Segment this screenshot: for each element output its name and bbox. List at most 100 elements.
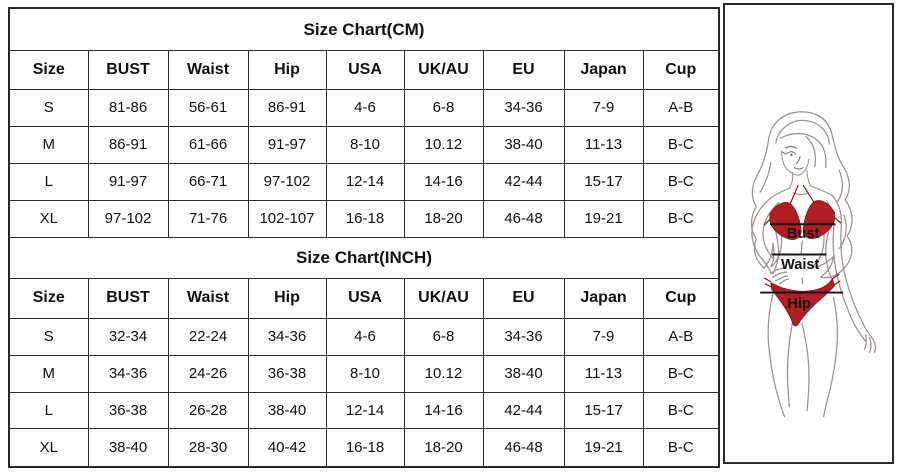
size-value-cell: 6-8 bbox=[403, 317, 484, 356]
column-header-ukau: UK/AU bbox=[403, 50, 484, 91]
column-header-waist: Waist bbox=[167, 50, 249, 91]
size-value-cell: 61-66 bbox=[167, 126, 249, 165]
size-value-cell: 34-36 bbox=[247, 317, 327, 356]
size-value-cell: 66-71 bbox=[167, 163, 249, 202]
size-value-cell: XL bbox=[8, 200, 89, 238]
size-value-cell: 86-91 bbox=[247, 89, 327, 128]
size-value-cell: 16-18 bbox=[325, 200, 405, 238]
size-value-cell: 38-40 bbox=[482, 354, 565, 393]
table-row: S 32-34 22-24 34-36 4-6 6-8 34-36 7-9 A-… bbox=[8, 317, 720, 356]
column-header-eu: EU bbox=[482, 278, 565, 319]
bikini-bottom-shape bbox=[770, 277, 835, 327]
size-value-cell: 42-44 bbox=[482, 391, 565, 430]
arm-lines bbox=[751, 194, 877, 353]
size-value-cell: 14-16 bbox=[403, 163, 484, 202]
size-value-cell: 97-102 bbox=[87, 200, 169, 238]
size-value-cell: 36-38 bbox=[87, 391, 169, 430]
column-header-hip: Hip bbox=[247, 278, 327, 319]
size-value-cell: 38-40 bbox=[482, 126, 565, 165]
size-value-cell: 38-40 bbox=[247, 391, 327, 430]
size-value-cell: 18-20 bbox=[403, 200, 484, 238]
column-header-cup: Cup bbox=[642, 278, 720, 319]
table-row: S 81-86 56-61 86-91 4-6 6-8 34-36 7-9 A-… bbox=[8, 89, 720, 128]
inch-table-title: Size Chart(INCH) bbox=[8, 236, 720, 280]
table-row: XL 97-102 71-76 102-107 16-18 18-20 46-4… bbox=[8, 200, 720, 238]
size-value-cell: 4-6 bbox=[325, 317, 405, 356]
size-value-cell: 18-20 bbox=[403, 428, 484, 468]
size-value-cell: 12-14 bbox=[325, 391, 405, 430]
size-value-cell: B-C bbox=[642, 391, 720, 430]
size-value-cell: M bbox=[8, 126, 89, 165]
column-header-size: Size bbox=[8, 50, 89, 91]
size-value-cell: A-B bbox=[642, 89, 720, 128]
column-header-eu: EU bbox=[482, 50, 565, 91]
size-value-cell: 102-107 bbox=[247, 200, 327, 238]
size-value-cell: 7-9 bbox=[563, 317, 644, 356]
size-value-cell: 22-24 bbox=[167, 317, 249, 356]
size-value-cell: 4-6 bbox=[325, 89, 405, 128]
column-header-ukau: UK/AU bbox=[403, 278, 484, 319]
column-header-bust: BUST bbox=[87, 50, 169, 91]
face-lines bbox=[770, 150, 832, 199]
column-header-bust: BUST bbox=[87, 278, 169, 319]
column-header-usa: USA bbox=[325, 278, 405, 319]
size-value-cell: 34-36 bbox=[482, 89, 565, 128]
size-value-cell: S bbox=[8, 317, 89, 356]
size-value-cell: 11-13 bbox=[563, 126, 644, 165]
size-value-cell: 42-44 bbox=[482, 163, 565, 202]
size-chart-table: Size Chart(CM) Size BUST Waist Hip USA U… bbox=[8, 7, 720, 468]
bikini-bottom bbox=[763, 273, 841, 327]
measurement-guide-panel: Bust Waist Hip bbox=[723, 3, 894, 464]
size-value-cell: 26-28 bbox=[167, 391, 249, 430]
size-value-cell: S bbox=[8, 89, 89, 128]
column-header-japan: Japan bbox=[563, 50, 644, 91]
table-row: M 86-91 61-66 91-97 8-10 10.12 38-40 11-… bbox=[8, 126, 720, 165]
size-value-cell: 97-102 bbox=[247, 163, 327, 202]
size-value-cell: 6-8 bbox=[403, 89, 484, 128]
size-value-cell: B-C bbox=[642, 428, 720, 468]
size-value-cell: 46-48 bbox=[482, 200, 565, 238]
column-header-japan: Japan bbox=[563, 278, 644, 319]
size-value-cell: 10.12 bbox=[403, 354, 484, 393]
column-header-cup: Cup bbox=[642, 50, 720, 91]
woman-figure-illustration: Bust Waist Hip bbox=[750, 111, 877, 418]
size-value-cell: 81-86 bbox=[87, 89, 169, 128]
size-value-cell: L bbox=[8, 163, 89, 202]
size-value-cell: 14-16 bbox=[403, 391, 484, 430]
size-value-cell: 15-17 bbox=[563, 391, 644, 430]
size-value-cell: 8-10 bbox=[325, 354, 405, 393]
size-value-cell: B-C bbox=[642, 126, 720, 165]
size-value-cell: M bbox=[8, 354, 89, 393]
table-row: M 34-36 24-26 36-38 8-10 10.12 38-40 11-… bbox=[8, 354, 720, 393]
inch-header-row: Size BUST Waist Hip USA UK/AU EU Japan C… bbox=[8, 278, 720, 319]
size-value-cell: 56-61 bbox=[167, 89, 249, 128]
inch-title-row: Size Chart(INCH) bbox=[8, 236, 720, 280]
size-value-cell: 34-36 bbox=[482, 317, 565, 356]
bikini-top bbox=[763, 184, 842, 240]
size-value-cell: 36-38 bbox=[247, 354, 327, 393]
cm-header-row: Size BUST Waist Hip USA UK/AU EU Japan C… bbox=[8, 50, 720, 91]
size-value-cell: 10.12 bbox=[403, 126, 484, 165]
size-value-cell: 28-30 bbox=[167, 428, 249, 468]
size-value-cell: L bbox=[8, 391, 89, 430]
size-value-cell: 34-36 bbox=[87, 354, 169, 393]
size-value-cell: 16-18 bbox=[325, 428, 405, 468]
column-header-waist: Waist bbox=[167, 278, 249, 319]
column-header-usa: USA bbox=[325, 50, 405, 91]
cm-title-row: Size Chart(CM) bbox=[8, 7, 720, 52]
bikini-top-left-cup bbox=[769, 202, 802, 240]
size-value-cell: 7-9 bbox=[563, 89, 644, 128]
measurement-lines bbox=[760, 223, 844, 294]
size-value-cell: 71-76 bbox=[167, 200, 249, 238]
size-value-cell: 86-91 bbox=[87, 126, 169, 165]
column-header-hip: Hip bbox=[247, 50, 327, 91]
hair-lines bbox=[750, 111, 853, 279]
table-row: L 91-97 66-71 97-102 12-14 14-16 42-44 1… bbox=[8, 163, 720, 202]
table-row: L 36-38 26-28 38-40 12-14 14-16 42-44 15… bbox=[8, 391, 720, 430]
bust-label: Bust bbox=[787, 226, 820, 242]
column-header-size: Size bbox=[8, 278, 89, 319]
size-value-cell: 91-97 bbox=[247, 126, 327, 165]
size-value-cell: 91-97 bbox=[87, 163, 169, 202]
waist-label: Waist bbox=[781, 257, 820, 273]
